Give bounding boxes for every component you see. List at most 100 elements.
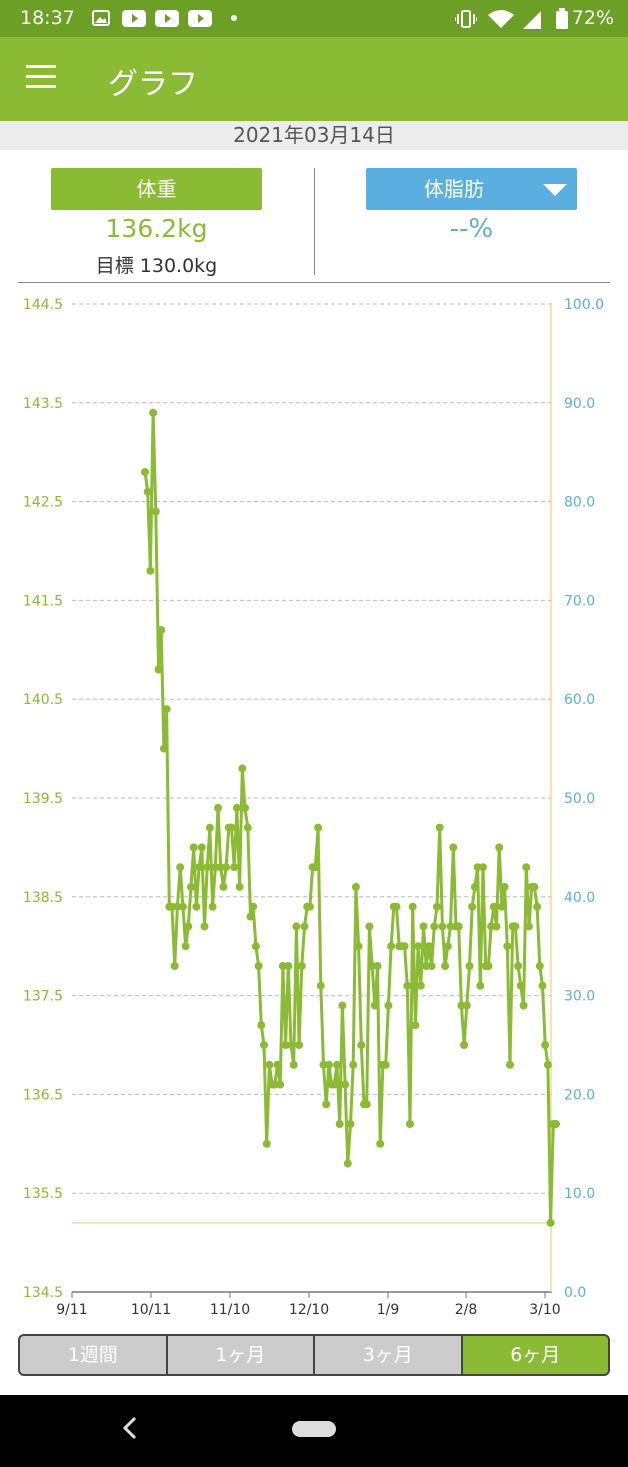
- header-divider: [18, 282, 610, 283]
- weight-data-point: [441, 962, 450, 970]
- x-axis-tick-label: 3/10: [529, 1302, 560, 1318]
- weight-data-point: [251, 942, 260, 951]
- weight-data-point: [465, 962, 474, 970]
- weight-data-point: [468, 902, 477, 911]
- left-axis-tick-label: 136.5: [23, 1087, 63, 1103]
- weight-data-point: [476, 981, 485, 990]
- weight-data-point: [249, 902, 258, 911]
- weight-data-point: [292, 922, 301, 931]
- weight-data-point: [424, 942, 433, 951]
- weight-data-point: [522, 863, 531, 872]
- weight-data-point: [316, 981, 325, 990]
- weight-data-point: [406, 1120, 414, 1128]
- weight-series-line: [143, 411, 556, 1225]
- weight-data-point: [376, 1139, 385, 1148]
- weight-data-point: [533, 902, 542, 911]
- weight-data-point: [322, 1100, 331, 1109]
- weight-data-point: [543, 1060, 552, 1069]
- body-fat-value: --%: [449, 214, 494, 244]
- range-tab-1-week[interactable]: 1週間: [18, 1334, 168, 1376]
- weight-data-point: [519, 1001, 528, 1010]
- range-selector: 1週間 1ヶ月 3ヶ月 6ヶ月: [18, 1334, 610, 1376]
- back-icon[interactable]: [120, 1415, 140, 1441]
- left-axis-tick-label: 138.5: [23, 890, 63, 906]
- weight-data-point: [552, 1120, 560, 1128]
- weight-data-point: [151, 507, 160, 516]
- left-axis-tick-label: 137.5: [23, 989, 63, 1005]
- weight-data-point: [479, 863, 487, 872]
- battery-icon: [556, 8, 568, 29]
- weight-data-point: [503, 942, 512, 951]
- weight-data-point: [449, 843, 458, 852]
- weight-data-point: [381, 1060, 390, 1069]
- page-title: グラフ: [108, 67, 198, 102]
- right-axis-tick-label: 10.0: [564, 1186, 595, 1202]
- weight-data-point: [541, 1041, 550, 1049]
- x-axis-tick-label: 12/10: [289, 1302, 329, 1318]
- weight-data-point: [514, 962, 523, 970]
- vibrate-icon: [455, 10, 477, 28]
- weight-data-point: [241, 803, 249, 812]
- weight-data-point: [546, 1218, 555, 1227]
- left-axis-tick-label: 135.5: [23, 1186, 63, 1202]
- weight-data-point: [154, 665, 163, 674]
- home-button[interactable]: [292, 1421, 336, 1437]
- youtube-notification-icon: [155, 10, 179, 27]
- weight-data-point: [525, 922, 533, 931]
- weight-data-point: [176, 863, 185, 872]
- right-axis-tick-label: 0.0: [564, 1285, 586, 1301]
- weight-data-point: [495, 843, 504, 852]
- weight-data-point: [341, 1080, 350, 1089]
- range-tab-1-month[interactable]: 1ヶ月: [165, 1334, 315, 1376]
- range-tab-6-months[interactable]: 6ヶ月: [460, 1334, 610, 1376]
- weight-data-point: [273, 1060, 282, 1069]
- weight-data-point: [265, 1060, 274, 1069]
- weight-data-point: [159, 744, 168, 753]
- weight-data-point: [535, 962, 544, 970]
- left-axis-tick-label: 134.5: [23, 1285, 63, 1301]
- x-axis-tick-label: 11/10: [210, 1302, 250, 1318]
- weight-data-point: [392, 902, 401, 911]
- weight-data-point: [157, 626, 166, 634]
- weight-data-point: [384, 1001, 393, 1010]
- weight-data-point: [454, 922, 463, 931]
- weight-data-point: [203, 863, 212, 872]
- right-axis-tick-label: 100.0: [564, 297, 604, 313]
- weight-data-point: [149, 408, 158, 417]
- weight-chart: 144.5 100.0 143.5 90.0 142.5 80.0 141.5 70.0 140…: [23, 297, 604, 1318]
- status-time: 18:37: [20, 7, 75, 29]
- weight-data-point: [246, 912, 255, 921]
- weight-data-point: [414, 942, 423, 951]
- weight-button[interactable]: 体重: [51, 168, 262, 210]
- weight-data-point: [511, 922, 520, 931]
- weight-data-point: [354, 942, 363, 951]
- weight-data-point: [184, 922, 193, 931]
- weight-value: 136.2kg: [105, 214, 208, 243]
- menu-icon[interactable]: [26, 65, 58, 91]
- weight-data-point: [235, 882, 244, 891]
- weight-data-point: [357, 1041, 366, 1049]
- x-axis-tick-label: 2/8: [455, 1302, 478, 1318]
- range-tab-3-months[interactable]: 3ヶ月: [313, 1334, 463, 1376]
- weight-data-point: [192, 902, 201, 911]
- weight-data-point: [403, 981, 412, 990]
- weight-data-point: [506, 1060, 514, 1069]
- weight-data-point: [460, 1041, 469, 1049]
- image-notification-icon: [92, 10, 110, 26]
- weight-data-point: [230, 863, 239, 872]
- app-bar: グラフ: [0, 37, 628, 121]
- body-fat-dropdown-label: 体脂肪: [424, 177, 484, 201]
- right-axis-tick-label: 20.0: [564, 1087, 595, 1103]
- weight-data-point: [197, 843, 206, 852]
- x-axis-tick-label: 10/11: [131, 1302, 171, 1318]
- weight-data-point: [297, 962, 306, 970]
- weight-data-point: [489, 902, 498, 911]
- left-axis-tick-label: 140.5: [23, 692, 63, 708]
- weight-data-point: [446, 922, 455, 931]
- weight-data-point: [200, 922, 209, 931]
- weight-data-point: [373, 962, 382, 970]
- body-fat-dropdown[interactable]: 体脂肪: [366, 168, 577, 210]
- weight-data-point: [189, 843, 198, 852]
- weight-data-point: [232, 803, 241, 812]
- weight-data-point: [433, 902, 441, 911]
